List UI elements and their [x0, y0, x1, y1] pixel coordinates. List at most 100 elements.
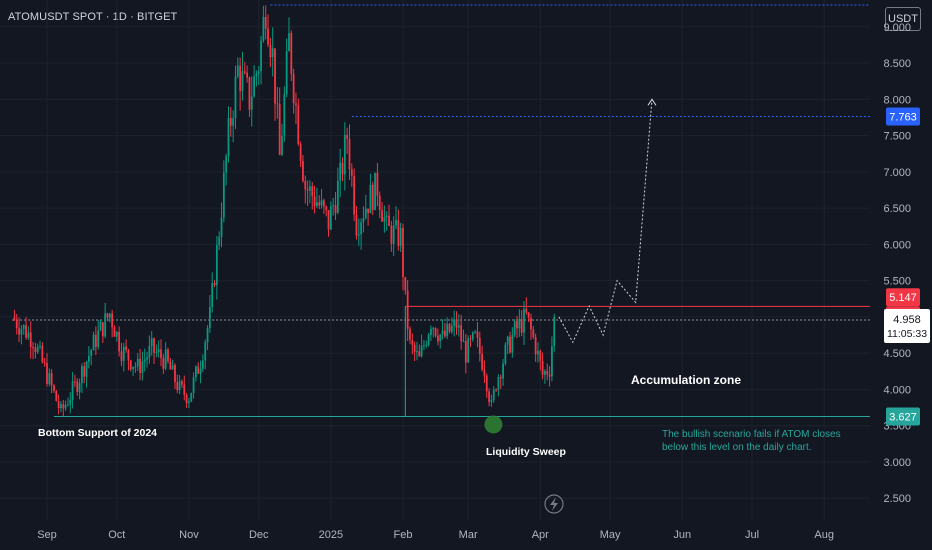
- candle-body: [423, 345, 425, 347]
- candle-body: [539, 350, 542, 362]
- candle-body: [269, 44, 272, 58]
- candle-body: [406, 290, 409, 329]
- currency-button[interactable]: USDT: [885, 7, 921, 31]
- candle-body: [134, 366, 137, 368]
- candle-body: [551, 346, 553, 377]
- candle-body: [329, 206, 332, 230]
- price-label-text: 5.147: [889, 292, 917, 304]
- candle-body: [292, 74, 295, 104]
- candle-body: [262, 16, 265, 41]
- candle-body: [248, 77, 251, 110]
- candle-body: [67, 404, 69, 406]
- candle-body: [32, 347, 34, 349]
- candle-body: [127, 349, 130, 361]
- candle-body: [530, 317, 532, 330]
- price-axis[interactable]: 9.000 8.500 8.000 7.500 7.000 6.500 6.000 5.500…: [883, 22, 911, 505]
- candle-body: [392, 225, 395, 244]
- candle-body: [201, 360, 204, 369]
- candle-body: [213, 283, 216, 286]
- y-tick-label: 3.000: [883, 457, 911, 469]
- candle-body: [481, 353, 484, 370]
- candle-body: [369, 184, 372, 214]
- candle-body: [297, 105, 300, 145]
- candle-body: [341, 162, 344, 175]
- candle-body: [250, 96, 253, 110]
- candle-body: [90, 350, 93, 356]
- candle-body: [376, 172, 379, 196]
- candle-body: [139, 358, 141, 374]
- candle-body: [153, 338, 155, 353]
- candle-body: [192, 377, 195, 393]
- candle-body: [537, 350, 539, 355]
- candle-body: [57, 401, 60, 409]
- lightning-icon[interactable]: [544, 494, 564, 514]
- candle-body: [490, 399, 493, 402]
- candle-body: [316, 202, 318, 207]
- candle-body: [81, 366, 83, 383]
- candle-body: [225, 156, 228, 173]
- candle-body: [399, 227, 402, 246]
- candle-body: [141, 361, 144, 374]
- candle-body: [288, 33, 290, 52]
- candle-body: [499, 377, 502, 379]
- candle-body: [513, 321, 516, 335]
- candle-body: [309, 186, 311, 191]
- candle-body: [220, 217, 223, 237]
- candle-body: [155, 351, 158, 353]
- candle-body: [334, 205, 337, 213]
- candle-body: [457, 325, 460, 328]
- candle-body: [274, 48, 276, 104]
- candle-body: [50, 373, 53, 386]
- time-axis[interactable]: Sep Oct Nov Dec 2025 Feb Mar Apr May Jun Jul Aug: [37, 529, 834, 541]
- candle-body: [374, 172, 376, 210]
- candle-body: [343, 135, 346, 175]
- candle-body: [267, 28, 269, 45]
- y-tick-label: 4.500: [883, 348, 911, 360]
- candle-body: [125, 346, 128, 350]
- candle-body: [132, 366, 134, 370]
- last-price-box: [884, 308, 930, 343]
- candle-body: [381, 210, 383, 222]
- candle-body: [364, 208, 367, 219]
- candle-body: [437, 335, 439, 342]
- candle-body: [518, 319, 521, 329]
- candle-body: [150, 338, 153, 346]
- accumulation-zone-annotation: Accumulation zone: [631, 373, 741, 387]
- candle-body: [425, 344, 428, 346]
- candle-body: [146, 357, 148, 360]
- chart-grid: [0, 0, 870, 520]
- candle-body: [304, 180, 307, 190]
- candle-body: [504, 344, 507, 364]
- candle-body: [302, 160, 304, 181]
- candle-body: [264, 16, 267, 29]
- horizontal-levels: [12, 4, 870, 417]
- candle-body: [197, 366, 200, 374]
- price-label-text: 7.763: [889, 111, 917, 123]
- x-tick-label: Aug: [814, 529, 834, 541]
- candle-body: [332, 205, 335, 207]
- candle-body: [357, 234, 360, 236]
- y-tick-label: 5.500: [883, 276, 911, 288]
- candle-body: [78, 382, 81, 393]
- x-tick-label: Feb: [394, 529, 413, 541]
- candle-body: [360, 222, 363, 235]
- candle-body: [178, 381, 181, 391]
- candle-body: [411, 339, 414, 345]
- candle-body: [211, 283, 214, 308]
- candle-body: [208, 307, 211, 328]
- candle-body: [243, 71, 246, 73]
- candle-body: [241, 71, 244, 92]
- x-tick-label: Oct: [108, 529, 125, 541]
- candle-body: [171, 365, 174, 370]
- candle-body: [108, 313, 111, 318]
- candle-body: [195, 366, 197, 378]
- y-tick-label: 6.500: [883, 203, 911, 215]
- candle-body: [118, 332, 121, 352]
- candle-body: [276, 103, 279, 105]
- x-tick-label: 2025: [319, 529, 343, 541]
- liquidity-sweep-annotation: Liquidity Sweep: [486, 446, 566, 458]
- x-tick-label: Jun: [673, 529, 691, 541]
- candle-body: [29, 332, 32, 348]
- candle-body: [432, 328, 435, 330]
